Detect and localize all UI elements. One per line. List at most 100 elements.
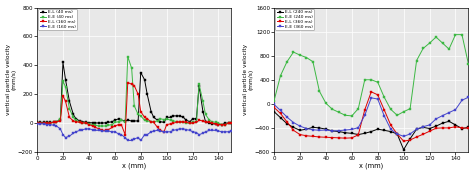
E-E (360 ms) <box>323 129 329 131</box>
E-E (360 ms) <box>401 135 407 138</box>
E-E (40 ms) <box>96 125 102 127</box>
E-E (240 ms) <box>278 74 283 77</box>
E-L (360 ms) <box>323 136 329 138</box>
E-E (360 ms) <box>356 127 361 129</box>
E-E (240 ms) <box>343 114 348 116</box>
E-L (40 ms) <box>207 122 212 124</box>
E-L (240 ms) <box>329 130 335 132</box>
E-L (160 ms) <box>122 134 128 136</box>
E-L (360 ms) <box>343 137 348 139</box>
E-L (40 ms) <box>228 122 234 124</box>
E-E (240 ms) <box>329 108 335 110</box>
E-L (240 ms) <box>401 148 407 151</box>
E-E (240 ms) <box>310 61 316 63</box>
E-E (360 ms) <box>343 129 348 131</box>
E-L (360 ms) <box>401 140 407 142</box>
E-L (240 ms) <box>459 127 465 130</box>
E-E (240 ms) <box>349 115 355 117</box>
E-E (360 ms) <box>349 128 355 131</box>
E-E (40 ms) <box>157 118 163 120</box>
E-L (360 ms) <box>440 127 446 129</box>
E-L (160 ms) <box>125 82 131 84</box>
E-L (240 ms) <box>465 126 471 128</box>
E-E (240 ms) <box>368 79 374 81</box>
E-L (240 ms) <box>407 138 413 140</box>
Line: E-E (360 ms): E-E (360 ms) <box>273 96 470 138</box>
E-L (40 ms) <box>83 121 89 124</box>
E-E (360 ms) <box>303 127 309 130</box>
E-L (160 ms) <box>80 122 85 124</box>
E-L (360 ms) <box>297 133 303 136</box>
E-L (360 ms) <box>310 135 316 138</box>
E-L (240 ms) <box>420 126 426 128</box>
E-E (360 ms) <box>310 129 316 131</box>
E-E (240 ms) <box>459 33 465 36</box>
E-L (240 ms) <box>356 133 361 136</box>
Line: E-E (40 ms): E-E (40 ms) <box>36 55 233 127</box>
E-L (240 ms) <box>297 129 303 131</box>
E-L (360 ms) <box>427 130 432 132</box>
E-E (360 ms) <box>433 118 439 120</box>
E-E (240 ms) <box>336 111 342 113</box>
E-E (40 ms) <box>228 122 234 124</box>
E-E (40 ms) <box>80 122 85 124</box>
E-E (360 ms) <box>440 114 446 117</box>
E-L (160 ms) <box>34 122 40 124</box>
E-E (360 ms) <box>329 130 335 132</box>
E-L (240 ms) <box>388 130 393 133</box>
E-E (360 ms) <box>362 114 368 116</box>
E-E (360 ms) <box>453 108 458 111</box>
E-E (240 ms) <box>356 108 361 110</box>
E-E (240 ms) <box>388 108 393 110</box>
E-L (160 ms) <box>209 122 215 124</box>
E-E (240 ms) <box>440 42 446 44</box>
E-E (240 ms) <box>362 79 368 81</box>
E-L (240 ms) <box>343 132 348 134</box>
E-E (40 ms) <box>106 124 111 126</box>
E-E (240 ms) <box>465 63 471 65</box>
E-L (240 ms) <box>427 127 432 130</box>
E-E (160 ms) <box>73 131 79 133</box>
E-L (360 ms) <box>329 136 335 139</box>
E-L (240 ms) <box>349 132 355 135</box>
E-L (360 ms) <box>465 127 471 129</box>
E-L (160 ms) <box>228 122 234 124</box>
E-L (360 ms) <box>368 91 374 93</box>
Line: E-L (240 ms): E-L (240 ms) <box>273 110 470 151</box>
E-L (40 ms) <box>142 79 147 81</box>
E-L (240 ms) <box>362 132 368 135</box>
X-axis label: x (mm): x (mm) <box>122 163 146 169</box>
E-E (360 ms) <box>382 115 387 117</box>
E-E (160 ms) <box>80 128 85 131</box>
E-E (40 ms) <box>145 120 150 122</box>
E-L (240 ms) <box>414 128 419 130</box>
E-E (240 ms) <box>433 36 439 38</box>
E-L (40 ms) <box>216 124 221 126</box>
E-E (240 ms) <box>446 48 452 50</box>
E-E (240 ms) <box>407 108 413 110</box>
E-E (40 ms) <box>209 120 215 123</box>
E-L (240 ms) <box>440 122 446 124</box>
E-E (360 ms) <box>459 99 465 101</box>
E-L (360 ms) <box>459 127 465 129</box>
E-L (160 ms) <box>103 129 109 131</box>
X-axis label: x (mm): x (mm) <box>359 163 383 169</box>
E-E (240 ms) <box>271 100 277 102</box>
E-L (360 ms) <box>382 109 387 111</box>
E-E (360 ms) <box>407 133 413 135</box>
E-L (360 ms) <box>446 127 452 129</box>
E-L (360 ms) <box>388 124 393 126</box>
E-L (160 ms) <box>145 118 150 120</box>
E-L (360 ms) <box>407 139 413 141</box>
Line: E-E (240 ms): E-E (240 ms) <box>273 33 470 117</box>
E-E (240 ms) <box>284 61 290 63</box>
E-E (360 ms) <box>368 97 374 99</box>
E-L (40 ms) <box>34 121 40 124</box>
E-E (360 ms) <box>336 130 342 132</box>
E-L (240 ms) <box>317 127 322 129</box>
E-E (360 ms) <box>394 133 400 135</box>
E-L (240 ms) <box>368 130 374 133</box>
E-E (240 ms) <box>453 33 458 36</box>
E-L (40 ms) <box>106 121 111 124</box>
E-L (360 ms) <box>336 137 342 139</box>
